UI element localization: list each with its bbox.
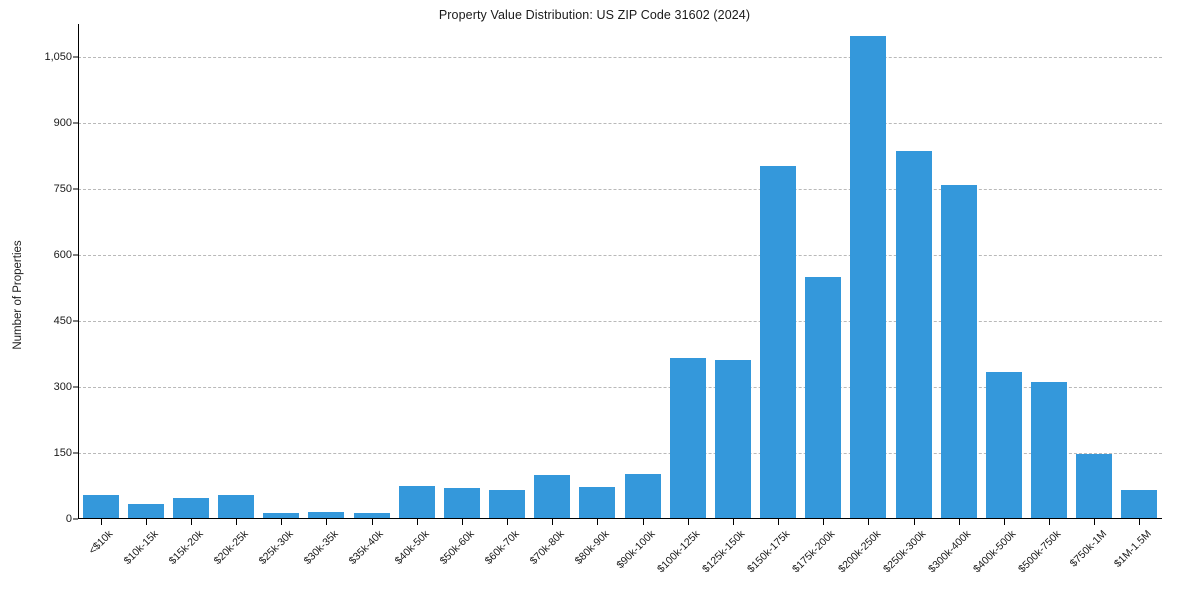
gridline (78, 189, 1162, 190)
bar[interactable] (127, 503, 164, 519)
x-tick-mark (642, 519, 644, 525)
bar[interactable] (940, 184, 977, 519)
y-tick-label: 0 (65, 513, 72, 525)
x-tick-mark (823, 519, 825, 525)
bar[interactable] (308, 511, 345, 519)
plot-area (78, 24, 1162, 519)
x-tick-mark (145, 519, 147, 525)
x-tick-label: $1M-1.5M (1111, 528, 1154, 570)
x-tick-mark (1094, 519, 1096, 525)
x-tick-mark (868, 519, 870, 525)
axis-spines (78, 24, 1162, 519)
gridline (78, 57, 1162, 58)
bar[interactable] (669, 357, 706, 519)
gridline (78, 255, 1162, 256)
x-tick-mark (326, 519, 328, 525)
x-tick-label: $40k-50k (392, 528, 432, 568)
x-tick-mark (507, 519, 509, 525)
bar[interactable] (895, 151, 932, 519)
gridline (78, 321, 1162, 322)
y-axis-label-text: Number of Properties (12, 240, 24, 350)
bar[interactable] (985, 372, 1022, 519)
bar[interactable] (714, 359, 751, 519)
x-tick-label: $750k-1M (1067, 528, 1109, 570)
bar[interactable] (1076, 453, 1113, 519)
x-tick-label: $250k-300k (880, 528, 929, 576)
x-tick-mark (281, 519, 283, 525)
x-tick-mark (236, 519, 238, 525)
y-tick-label: 750 (53, 183, 72, 195)
gridline (78, 387, 1162, 388)
x-tick-mark (1139, 519, 1141, 525)
x-tick-mark (597, 519, 599, 525)
x-tick-label: $80k-90k (572, 528, 612, 568)
x-tick-mark (1003, 519, 1005, 525)
bar[interactable] (398, 486, 435, 519)
x-tick-label: $300k-400k (925, 528, 974, 576)
x-tick-label: $125k-150k (700, 528, 748, 576)
x-tick-mark (958, 519, 960, 525)
x-tick-label: $100k-125k (654, 528, 703, 576)
x-tick-label: $20k-25k (211, 528, 251, 568)
x-tick-mark (732, 519, 734, 525)
bar[interactable] (263, 512, 300, 519)
x-tick-label: $150k-175k (745, 528, 793, 576)
x-tick-mark (371, 519, 373, 525)
x-tick-mark (913, 519, 915, 525)
bar[interactable] (82, 495, 119, 519)
x-tick-mark (190, 519, 192, 525)
bar[interactable] (850, 36, 887, 519)
bar[interactable] (443, 488, 480, 519)
y-tick-label: 150 (53, 447, 72, 459)
y-tick-label: 300 (53, 381, 72, 393)
gridline (78, 123, 1162, 124)
x-tick-mark (1049, 519, 1051, 525)
bar[interactable] (1121, 489, 1158, 519)
x-tick-label: $50k-60k (437, 528, 477, 568)
x-tick-label: $25k-30k (256, 528, 296, 568)
bar[interactable] (172, 498, 209, 519)
x-tick-mark (416, 519, 418, 525)
x-tick-label: $90k-100k (613, 528, 658, 572)
bar[interactable] (760, 165, 797, 519)
x-tick-mark (687, 519, 689, 525)
x-tick-label: $10k-15k (121, 528, 161, 568)
x-tick-label: $400k-500k (971, 528, 1019, 576)
x-tick-label: $35k-40k (347, 528, 387, 568)
x-tick-label: <$10k (86, 528, 116, 557)
x-tick-label: $15k-20k (166, 528, 206, 568)
y-tick-label: 900 (53, 117, 72, 129)
y-tick-label: 600 (53, 249, 72, 261)
y-tick-label: 1,050 (44, 51, 72, 63)
x-tick-mark (100, 519, 102, 525)
bar[interactable] (218, 495, 255, 519)
bar[interactable] (534, 474, 571, 519)
x-tick-mark (552, 519, 554, 525)
x-tick-label: $30k-35k (301, 528, 341, 568)
bar[interactable] (579, 486, 616, 519)
chart-title: Property Value Distribution: US ZIP Code… (438, 8, 751, 22)
gridline (78, 453, 1162, 454)
x-tick-label: $70k-80k (527, 528, 567, 568)
bar[interactable] (489, 489, 526, 519)
bar[interactable] (353, 512, 390, 519)
x-tick-label: $500k-750k (1016, 528, 1064, 576)
y-tick-label: 450 (53, 315, 72, 327)
bar[interactable] (624, 473, 661, 519)
bar[interactable] (1031, 382, 1068, 519)
x-tick-mark (461, 519, 463, 525)
x-tick-mark (778, 519, 780, 525)
x-tick-label: $60k-70k (482, 528, 522, 568)
x-tick-label: $175k-200k (790, 528, 838, 576)
x-tick-label: $200k-250k (835, 528, 883, 576)
bar[interactable] (805, 276, 842, 519)
